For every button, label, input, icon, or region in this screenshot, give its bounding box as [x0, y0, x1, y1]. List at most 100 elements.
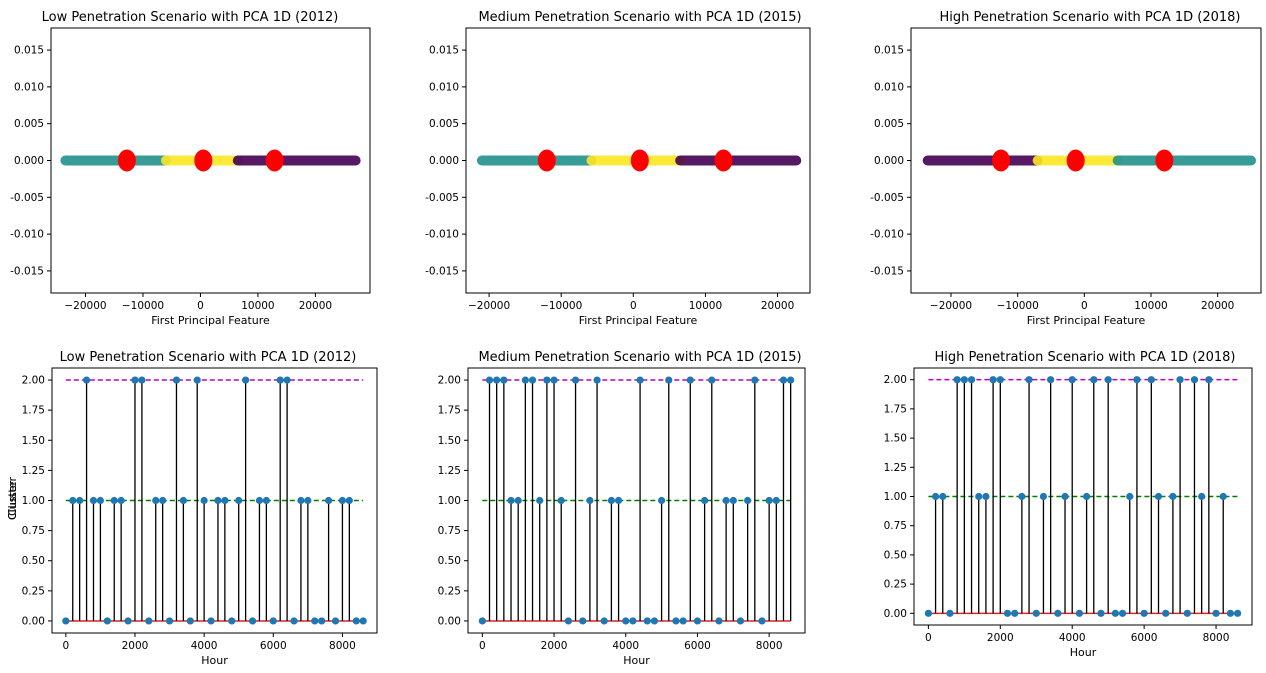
- x-tick-label: 20000: [761, 300, 794, 312]
- y-tick-label: 0.010: [14, 81, 44, 93]
- plot-frame: [467, 367, 806, 634]
- stem-marker: [622, 617, 630, 625]
- stem-marker: [186, 617, 194, 625]
- stem-marker: [1082, 492, 1091, 501]
- stem-marker: [686, 376, 694, 384]
- stem-marker: [779, 376, 788, 384]
- y-tick-label: 1.75: [22, 405, 45, 417]
- y-tick-label: 0.010: [429, 81, 459, 93]
- x-tick-label: 6000: [684, 640, 711, 652]
- y-tick-label: 1.25: [438, 465, 461, 477]
- x-axis-label: First Principal Feature: [1027, 314, 1146, 327]
- panel-title: Medium Penetration Scenario with PCA 1D …: [478, 350, 801, 365]
- y-tick-label: 0.005: [14, 118, 44, 130]
- x-tick-label: −20000: [468, 300, 510, 312]
- stem-marker: [787, 376, 795, 384]
- stem-marker: [1226, 609, 1235, 617]
- plot-frame: [465, 27, 811, 294]
- stem-marker: [571, 376, 580, 384]
- stem-marker: [967, 376, 976, 384]
- stem-marker: [643, 617, 651, 625]
- stem-marker: [318, 617, 326, 625]
- stem-marker: [248, 617, 257, 625]
- stem-marker: [946, 609, 954, 617]
- stem-marker: [207, 617, 215, 625]
- stem-marker: [82, 376, 91, 384]
- stem-marker: [975, 492, 983, 501]
- y-tick-label: -0.010: [425, 229, 459, 241]
- x-tick-label: 20000: [1201, 300, 1234, 312]
- stem-marker: [1061, 492, 1069, 501]
- stem-marker: [507, 496, 515, 505]
- y-tick-label: 0.005: [429, 118, 459, 130]
- stem-marker: [629, 617, 637, 625]
- y-tick-label: 1.50: [22, 435, 45, 447]
- stem-marker: [996, 376, 1004, 384]
- x-tick-label: −20000: [64, 300, 106, 312]
- x-tick-label: 0: [197, 300, 204, 312]
- stem-marker: [131, 376, 139, 384]
- x-tick-label: 6000: [1131, 632, 1158, 644]
- stem-marker: [1090, 376, 1098, 384]
- stem-marker: [657, 496, 666, 505]
- stem-marker: [1104, 376, 1112, 384]
- stem-marker: [1047, 376, 1055, 384]
- stem-marker: [117, 496, 125, 505]
- stem-marker: [672, 617, 680, 625]
- stem-marker: [345, 496, 353, 505]
- y-tick-label: 0.015: [14, 45, 44, 57]
- y-tick-label: 0.50: [438, 555, 461, 567]
- stem-marker: [744, 496, 752, 505]
- stem-marker: [989, 376, 997, 384]
- x-tick-label: −10000: [540, 300, 582, 312]
- x-tick-label: 4000: [191, 640, 218, 652]
- stem-marker: [1133, 376, 1141, 384]
- centroid-marker: [630, 149, 649, 172]
- stem-marker: [1169, 492, 1177, 501]
- stem-marker: [478, 617, 486, 625]
- stem-marker: [521, 376, 529, 384]
- y-tick-label: -0.015: [10, 265, 44, 277]
- panel-4: Low Penetration Scenario with PCA 1D (20…: [6, 350, 378, 667]
- y-axis-label: Cluster: [6, 481, 19, 521]
- centroid-marker: [714, 149, 733, 172]
- y-tick-label: 2.00: [884, 374, 907, 386]
- stem-marker: [693, 617, 702, 625]
- stem-marker: [1011, 609, 1019, 617]
- y-tick-label: 1.75: [438, 405, 461, 417]
- stem-marker: [528, 376, 537, 384]
- stem-marker: [722, 496, 730, 505]
- centroid-marker: [992, 149, 1010, 172]
- y-axis-label: Cluster: [6, 481, 19, 521]
- stem-marker: [1097, 609, 1105, 617]
- stem-marker: [235, 496, 243, 505]
- y-tick-label: 0.50: [22, 555, 45, 567]
- stem-marker: [1154, 492, 1163, 501]
- x-tick-label: 8000: [329, 640, 356, 652]
- y-tick-label: -0.005: [425, 192, 459, 204]
- stem-marker: [138, 376, 146, 384]
- stem-marker: [751, 376, 759, 384]
- x-tick-label: 0: [925, 632, 932, 644]
- stem-marker: [500, 376, 508, 384]
- y-tick-label: 0.00: [438, 615, 461, 627]
- stem-marker: [586, 496, 594, 505]
- panel-title: Medium Penetration Scenario with PCA 1D …: [478, 10, 801, 25]
- stem-marker: [953, 376, 961, 384]
- stem-marker: [96, 496, 105, 505]
- stem-marker: [736, 617, 745, 625]
- panel-2: Medium Penetration Scenario with PCA 1D …: [425, 10, 811, 327]
- stem-marker: [159, 496, 167, 505]
- stem-marker: [1190, 376, 1199, 384]
- stem-marker: [179, 496, 187, 505]
- stem-marker: [1183, 609, 1191, 617]
- y-tick-label: 2.00: [22, 375, 45, 387]
- panel-3: High Penetration Scenario with PCA 1D (2…: [870, 10, 1262, 327]
- y-tick-label: 0.75: [884, 520, 907, 532]
- stem-marker: [960, 376, 968, 384]
- stem-marker: [1003, 609, 1012, 617]
- y-tick-label: 1.25: [884, 462, 907, 474]
- stem-marker: [1025, 376, 1033, 384]
- stem-marker: [614, 496, 623, 505]
- y-tick-label: 1.00: [438, 495, 461, 507]
